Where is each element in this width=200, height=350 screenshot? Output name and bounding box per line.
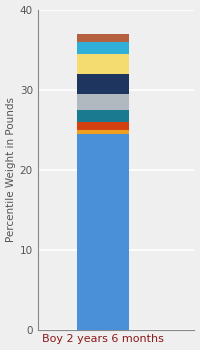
Bar <box>77 110 129 122</box>
Bar <box>77 94 129 110</box>
Bar <box>77 122 129 130</box>
Bar <box>77 130 129 134</box>
Bar <box>77 134 129 330</box>
Bar <box>77 54 129 74</box>
Bar <box>77 42 129 54</box>
Y-axis label: Percentile Weight in Pounds: Percentile Weight in Pounds <box>6 97 16 243</box>
Bar <box>77 34 129 42</box>
Bar <box>77 74 129 94</box>
